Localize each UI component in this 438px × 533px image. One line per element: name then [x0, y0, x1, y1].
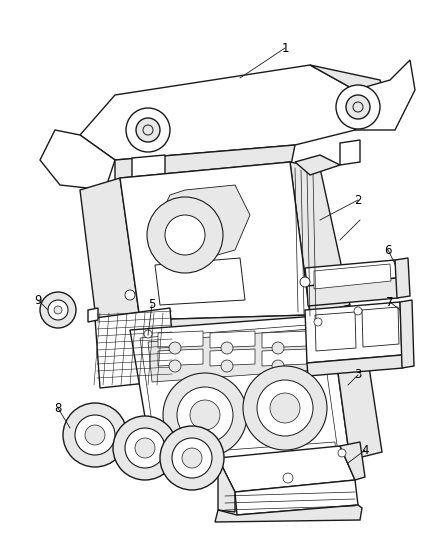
Circle shape: [221, 360, 233, 372]
Polygon shape: [315, 312, 356, 351]
Polygon shape: [362, 307, 399, 347]
Polygon shape: [148, 329, 316, 382]
Circle shape: [40, 292, 76, 328]
Circle shape: [270, 393, 300, 423]
Polygon shape: [290, 162, 350, 315]
Polygon shape: [330, 308, 382, 460]
Circle shape: [163, 373, 247, 457]
Circle shape: [272, 342, 284, 354]
Polygon shape: [158, 349, 203, 366]
Text: 2: 2: [354, 193, 362, 206]
Circle shape: [144, 330, 152, 338]
Polygon shape: [305, 302, 402, 363]
Polygon shape: [262, 331, 307, 348]
Text: 1: 1: [281, 42, 289, 54]
Text: 9: 9: [34, 294, 42, 306]
Circle shape: [113, 416, 177, 480]
Circle shape: [182, 448, 202, 468]
Circle shape: [54, 306, 62, 314]
Circle shape: [48, 300, 68, 320]
Polygon shape: [132, 155, 165, 180]
Polygon shape: [98, 305, 350, 355]
Circle shape: [169, 342, 181, 354]
Circle shape: [63, 403, 127, 467]
Circle shape: [135, 438, 155, 458]
Polygon shape: [235, 480, 358, 515]
Polygon shape: [355, 60, 415, 130]
Circle shape: [177, 387, 233, 443]
Circle shape: [172, 438, 212, 478]
Polygon shape: [155, 258, 245, 305]
Polygon shape: [262, 349, 307, 366]
Circle shape: [243, 366, 327, 450]
Polygon shape: [215, 505, 362, 522]
Polygon shape: [210, 331, 255, 348]
Polygon shape: [310, 65, 390, 130]
Circle shape: [136, 118, 160, 142]
Circle shape: [165, 215, 205, 255]
Polygon shape: [120, 162, 310, 320]
Polygon shape: [115, 145, 295, 190]
Circle shape: [272, 360, 284, 372]
Polygon shape: [340, 442, 365, 480]
Circle shape: [283, 473, 293, 483]
Circle shape: [300, 277, 310, 287]
Polygon shape: [158, 185, 250, 260]
Circle shape: [336, 85, 380, 129]
Text: 5: 5: [148, 298, 155, 311]
Polygon shape: [88, 308, 98, 322]
Circle shape: [221, 342, 233, 354]
Polygon shape: [160, 442, 336, 473]
Polygon shape: [307, 278, 398, 306]
Circle shape: [151, 462, 159, 470]
Polygon shape: [305, 260, 397, 286]
Circle shape: [314, 318, 322, 326]
Polygon shape: [295, 155, 340, 175]
Polygon shape: [120, 162, 310, 190]
Polygon shape: [218, 446, 355, 492]
Circle shape: [160, 426, 224, 490]
Polygon shape: [210, 349, 255, 366]
Circle shape: [353, 102, 363, 112]
Circle shape: [143, 125, 153, 135]
Text: 3: 3: [354, 368, 362, 382]
Polygon shape: [218, 458, 235, 512]
Polygon shape: [158, 331, 203, 348]
Circle shape: [257, 380, 313, 436]
Circle shape: [346, 95, 370, 119]
Polygon shape: [95, 308, 175, 388]
Text: 7: 7: [386, 295, 394, 309]
Circle shape: [75, 415, 115, 455]
Circle shape: [169, 360, 181, 372]
Polygon shape: [307, 355, 403, 376]
Circle shape: [126, 108, 170, 152]
Text: 6: 6: [384, 244, 392, 256]
Polygon shape: [140, 324, 338, 465]
Text: 8: 8: [54, 401, 62, 415]
Circle shape: [338, 449, 346, 457]
Polygon shape: [314, 264, 391, 289]
Circle shape: [147, 197, 223, 273]
Circle shape: [354, 307, 362, 315]
Polygon shape: [80, 178, 140, 335]
Polygon shape: [400, 300, 414, 368]
Polygon shape: [80, 65, 355, 160]
Circle shape: [85, 425, 105, 445]
Circle shape: [125, 428, 165, 468]
Circle shape: [190, 400, 220, 430]
Polygon shape: [395, 258, 410, 298]
Polygon shape: [130, 315, 350, 475]
Polygon shape: [340, 140, 360, 165]
Polygon shape: [40, 130, 115, 190]
Text: 4: 4: [361, 443, 369, 456]
Circle shape: [125, 290, 135, 300]
